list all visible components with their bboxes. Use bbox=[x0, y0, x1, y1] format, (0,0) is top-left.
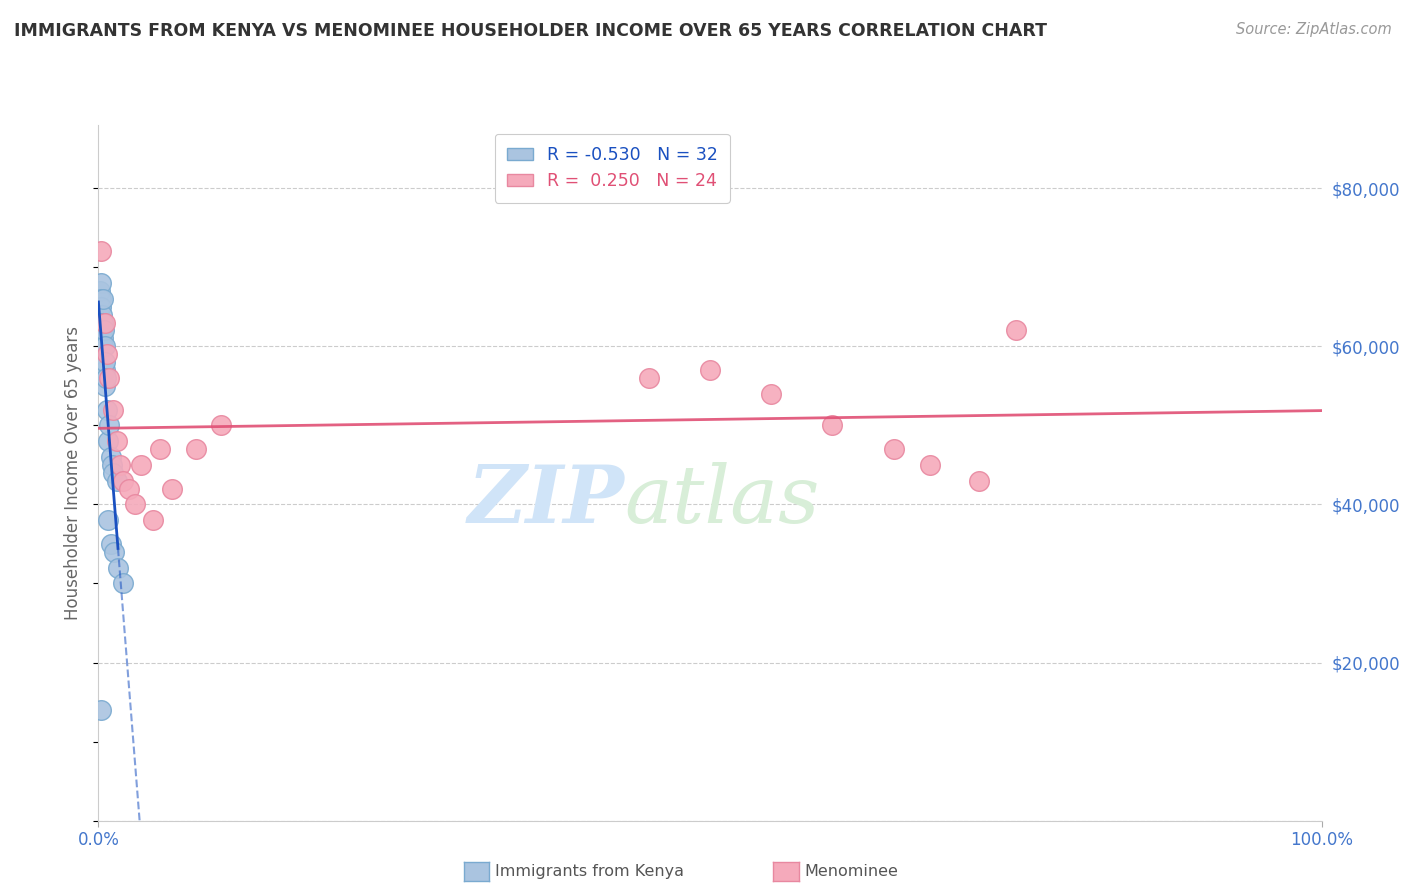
Point bbox=[91, 323, 114, 337]
Point bbox=[91, 292, 114, 306]
Point bbox=[105, 474, 128, 488]
Point bbox=[103, 545, 125, 559]
Y-axis label: Householder Income Over 65 years: Householder Income Over 65 years bbox=[65, 326, 83, 620]
Point bbox=[883, 442, 905, 456]
Point bbox=[160, 482, 183, 496]
Point bbox=[821, 418, 844, 433]
Point bbox=[101, 466, 124, 480]
Point bbox=[124, 497, 146, 511]
Point bbox=[186, 442, 208, 456]
Point bbox=[209, 418, 232, 433]
Point bbox=[91, 339, 114, 353]
Point bbox=[91, 331, 114, 345]
Point bbox=[761, 386, 783, 401]
Point bbox=[90, 244, 112, 259]
Point bbox=[110, 458, 132, 472]
Point bbox=[94, 379, 117, 393]
Point bbox=[111, 474, 134, 488]
Point bbox=[101, 402, 124, 417]
Point bbox=[699, 363, 721, 377]
Point bbox=[91, 316, 114, 330]
Point bbox=[98, 371, 121, 385]
Point bbox=[90, 703, 112, 717]
Point bbox=[129, 458, 152, 472]
Point bbox=[93, 316, 115, 330]
Point bbox=[107, 560, 129, 574]
Point bbox=[1004, 323, 1026, 337]
Point bbox=[93, 363, 115, 377]
Point bbox=[94, 371, 117, 385]
Point bbox=[97, 434, 120, 449]
Point bbox=[91, 308, 114, 322]
Point bbox=[96, 347, 118, 361]
Text: Source: ZipAtlas.com: Source: ZipAtlas.com bbox=[1236, 22, 1392, 37]
Point bbox=[93, 323, 115, 337]
Text: atlas: atlas bbox=[624, 462, 820, 540]
Point bbox=[100, 450, 122, 464]
Point bbox=[98, 418, 121, 433]
Point bbox=[118, 482, 141, 496]
Point bbox=[93, 339, 115, 353]
Point bbox=[91, 316, 114, 330]
Point bbox=[89, 300, 111, 314]
Point bbox=[90, 316, 112, 330]
Point bbox=[94, 355, 117, 369]
Point bbox=[920, 458, 942, 472]
Point bbox=[101, 458, 124, 472]
Point bbox=[89, 284, 111, 298]
Text: Immigrants from Kenya: Immigrants from Kenya bbox=[495, 864, 683, 879]
Point bbox=[100, 537, 122, 551]
Legend: R = -0.530   N = 32, R =  0.250   N = 24: R = -0.530 N = 32, R = 0.250 N = 24 bbox=[495, 134, 730, 202]
Point bbox=[111, 576, 134, 591]
Text: IMMIGRANTS FROM KENYA VS MENOMINEE HOUSEHOLDER INCOME OVER 65 YEARS CORRELATION : IMMIGRANTS FROM KENYA VS MENOMINEE HOUSE… bbox=[14, 22, 1047, 40]
Text: Menominee: Menominee bbox=[804, 864, 898, 879]
Point bbox=[96, 402, 118, 417]
Point bbox=[97, 513, 120, 527]
Text: ZIP: ZIP bbox=[468, 462, 624, 540]
Point bbox=[638, 371, 661, 385]
Point bbox=[105, 434, 128, 449]
Point bbox=[149, 442, 172, 456]
Point bbox=[90, 292, 112, 306]
Point bbox=[967, 474, 990, 488]
Point bbox=[142, 513, 165, 527]
Point bbox=[90, 300, 112, 314]
Point bbox=[90, 276, 112, 290]
